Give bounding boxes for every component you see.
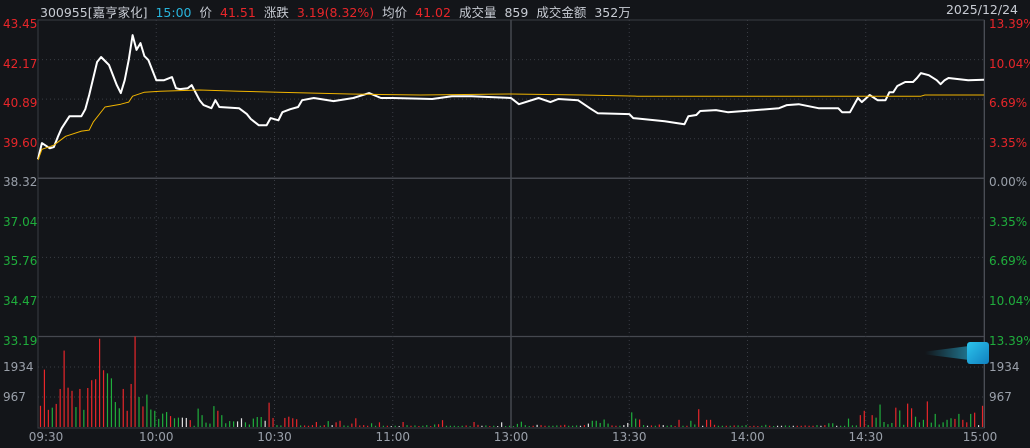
- volume-tick-label: 967: [3, 390, 26, 404]
- time-tick-label: 09:30: [28, 430, 64, 444]
- volume-tick-label: 1934: [3, 360, 34, 374]
- percent-tick-label: 13.39%: [989, 333, 1030, 348]
- quote-time: 15:00: [155, 5, 192, 20]
- price-tick-label: 43.45: [3, 17, 38, 31]
- time-tick-label: 15:00: [962, 430, 998, 444]
- price-value: 41.51: [220, 5, 256, 20]
- time-tick-label: 10:30: [257, 430, 292, 444]
- price-tick-label: 33.19: [3, 333, 38, 348]
- percent-tick-label: 3.35%: [989, 214, 1028, 229]
- change-value: 3.19(8.32%): [296, 5, 375, 20]
- price-tick-label: 35.76: [3, 254, 38, 269]
- price-tick-label: 42.17: [3, 56, 38, 71]
- price-label: 价: [199, 5, 213, 20]
- percent-tick-label: 0.00%: [989, 175, 1028, 190]
- price-tick-label: 38.32: [3, 175, 38, 190]
- time-tick-label: 14:30: [848, 430, 884, 444]
- widget-trail: [925, 346, 969, 360]
- avg-price-value: 41.02: [415, 5, 451, 20]
- percent-tick-label: 10.04%: [989, 293, 1030, 308]
- time-tick-label: 11:00: [375, 430, 411, 444]
- trade-date: 2025/12/24: [945, 2, 1018, 17]
- volume-tick-label-right: 1934: [989, 360, 1020, 374]
- amount-value: 352万: [594, 5, 631, 20]
- percent-tick-label: 3.35%: [989, 135, 1028, 150]
- amount-label: 成交金额: [536, 5, 587, 20]
- percent-tick-label: 6.69%: [989, 254, 1028, 269]
- price-tick-label: 40.89: [3, 96, 38, 111]
- change-label: 涨跌: [263, 5, 289, 20]
- volume-value: 859: [504, 5, 529, 20]
- percent-tick-label: 6.69%: [989, 96, 1028, 111]
- widget-button[interactable]: [967, 342, 989, 364]
- price-tick-label: 34.47: [3, 293, 38, 308]
- volume-label: 成交量: [458, 5, 497, 20]
- quote-header: 300955[嘉亨家化] 15:00 价 41.51 涨跌 3.19(8.32%) 均价 41…: [40, 2, 639, 20]
- avg-price-label: 均价: [382, 5, 408, 20]
- percent-tick-label: 13.39%: [989, 17, 1030, 31]
- stock-name: 300955[嘉亨家化]: [40, 5, 148, 20]
- time-tick-label: 10:00: [138, 430, 174, 444]
- price-tick-label: 37.04: [3, 214, 38, 229]
- floating-widget[interactable]: [925, 342, 989, 364]
- volume-tick-label-right: 967: [989, 390, 1012, 404]
- time-tick-label: 13:30: [611, 430, 647, 444]
- time-tick-label: 14:00: [730, 430, 765, 444]
- percent-tick-label: 10.04%: [989, 56, 1030, 71]
- price-line: [37, 34, 985, 160]
- average-price-line: [37, 89, 984, 161]
- price-tick-label: 39.60: [3, 135, 38, 150]
- time-tick-label: 13:00: [493, 430, 529, 444]
